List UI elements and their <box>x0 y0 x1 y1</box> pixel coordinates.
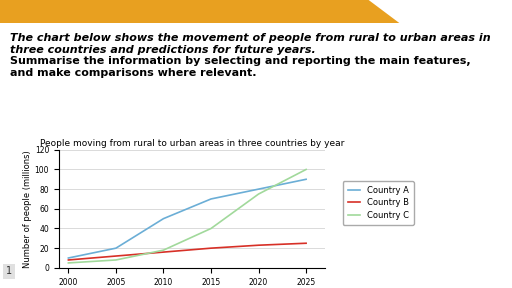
Text: and make comparisons where relevant.: and make comparisons where relevant. <box>10 68 257 78</box>
Line: Country A: Country A <box>69 179 306 258</box>
Text: 1: 1 <box>6 266 12 276</box>
Country C <box>160 248 166 252</box>
Line: Country B: Country B <box>69 243 306 260</box>
Country B <box>303 242 309 245</box>
Line: Country C: Country C <box>69 169 306 263</box>
Y-axis label: Number of people (millions): Number of people (millions) <box>23 150 32 268</box>
Country B <box>160 250 166 254</box>
Country B <box>255 243 262 247</box>
Country B <box>113 254 119 258</box>
Legend: Country A, Country B, Country C: Country A, Country B, Country C <box>343 181 414 225</box>
Country C <box>255 192 262 196</box>
Country C <box>113 258 119 262</box>
Country B <box>66 258 72 262</box>
Title: People moving from rural to urban areas in three countries by year: People moving from rural to urban areas … <box>40 139 344 147</box>
Country A <box>66 256 72 260</box>
Country C <box>303 168 309 171</box>
Country A <box>255 187 262 191</box>
Country C <box>208 227 214 230</box>
Country A <box>208 197 214 201</box>
Country A <box>303 177 309 181</box>
Polygon shape <box>0 0 399 23</box>
Country A <box>160 217 166 220</box>
Text: The chart below shows the movement of people from rural to urban areas in: The chart below shows the movement of pe… <box>10 33 491 43</box>
Country A <box>113 247 119 250</box>
Text: three countries and predictions for future years.: three countries and predictions for futu… <box>10 45 316 55</box>
Text: Summarise the information by selecting and reporting the main features,: Summarise the information by selecting a… <box>10 56 471 66</box>
Country B <box>208 247 214 250</box>
Country C <box>66 261 72 265</box>
